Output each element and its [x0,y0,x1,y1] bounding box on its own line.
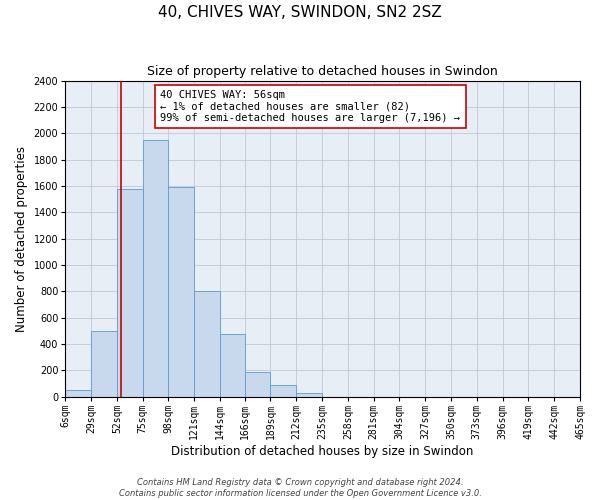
X-axis label: Distribution of detached houses by size in Swindon: Distribution of detached houses by size … [172,444,474,458]
Bar [220,334,245,397]
Bar [117,189,143,397]
Bar [194,292,220,397]
Text: 40, CHIVES WAY, SWINDON, SN2 2SZ: 40, CHIVES WAY, SWINDON, SN2 2SZ [158,5,442,20]
Title: Size of property relative to detached houses in Swindon: Size of property relative to detached ho… [147,65,498,78]
Bar [169,188,194,397]
Bar [271,385,296,397]
Y-axis label: Number of detached properties: Number of detached properties [15,146,28,332]
Bar [91,331,117,397]
Bar [143,140,169,397]
Text: Contains HM Land Registry data © Crown copyright and database right 2024.
Contai: Contains HM Land Registry data © Crown c… [119,478,481,498]
Bar [245,372,271,397]
Bar [296,393,322,397]
Bar [65,390,91,397]
Text: 40 CHIVES WAY: 56sqm
← 1% of detached houses are smaller (82)
99% of semi-detach: 40 CHIVES WAY: 56sqm ← 1% of detached ho… [160,90,460,123]
